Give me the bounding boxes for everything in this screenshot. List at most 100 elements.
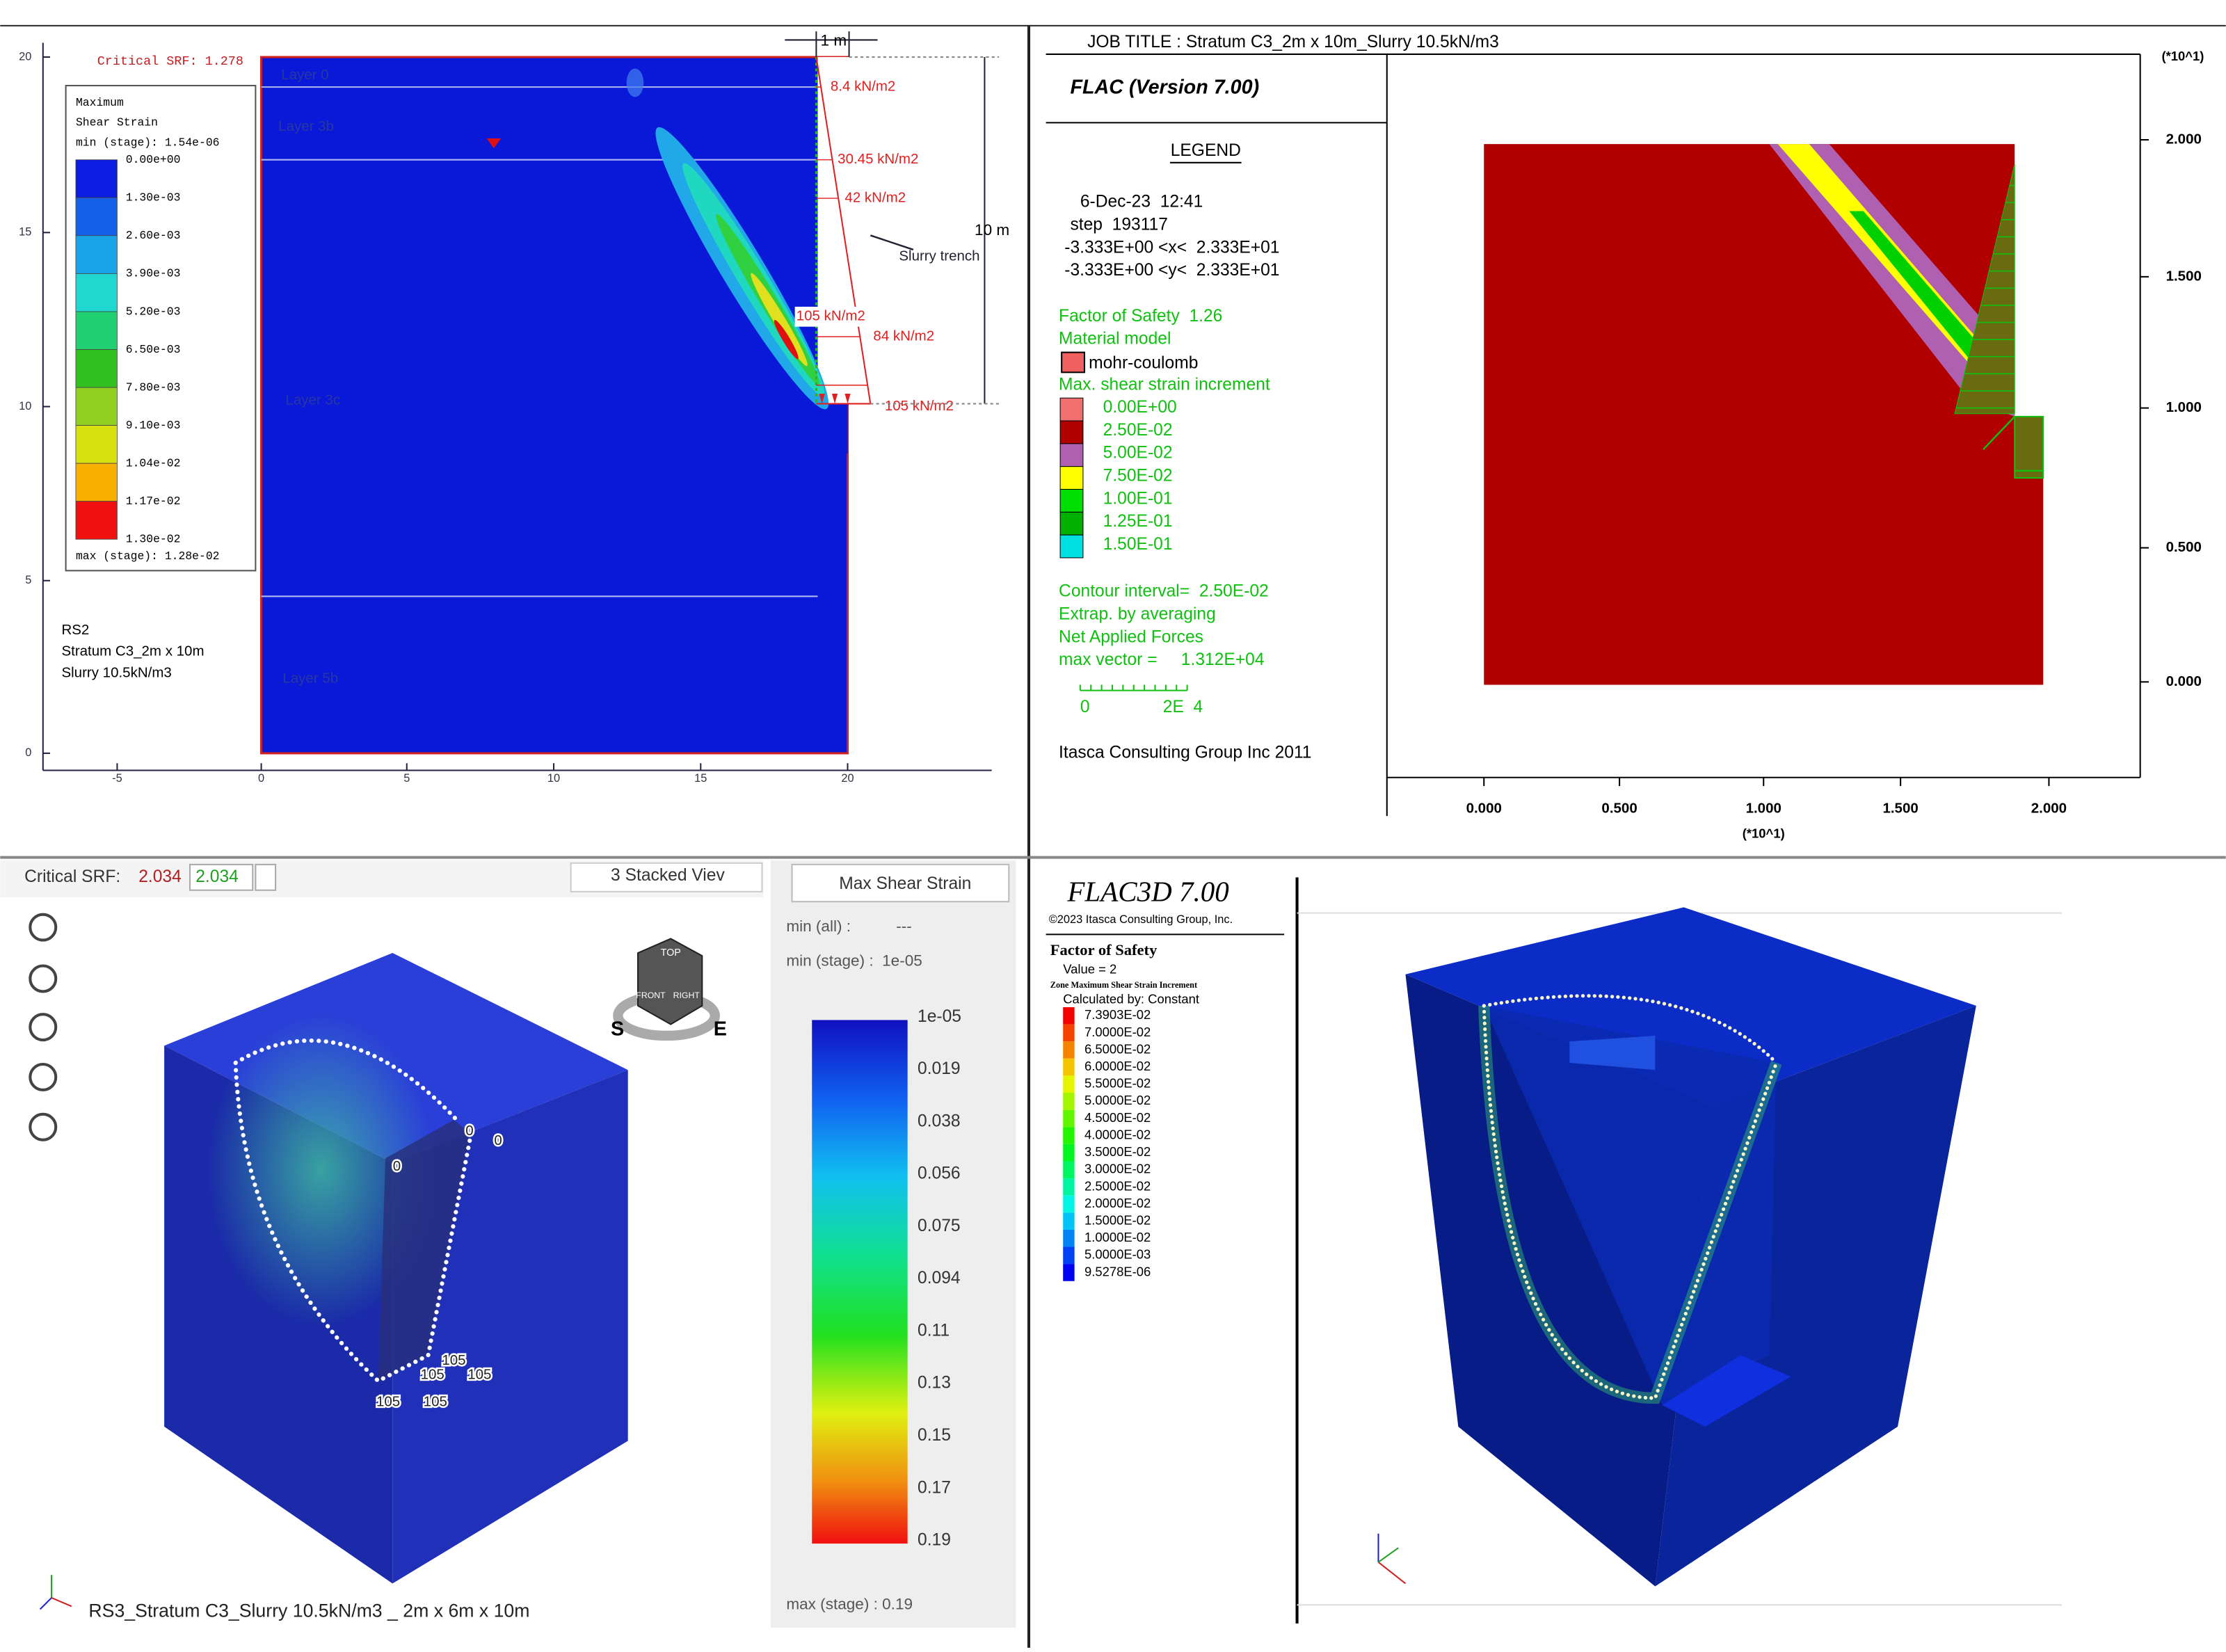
y-tick-label: 1.000 [2166,399,2202,415]
legend-level: 0.15 [918,1426,951,1445]
load-label: 84 kN/m2 [873,328,934,344]
y-tick-label: 2.000 [2166,131,2202,147]
color-bar [812,1020,908,1544]
load-label: 42 kN/m2 [844,190,906,206]
view-cube-face: RIGHT [673,991,700,1000]
load-label: 105 kN/m2 [885,398,954,414]
legend-level: 7.0000E-02 [1084,1025,1151,1039]
legend-level: 3.90e-03 [126,267,181,280]
legend-level: 1.30e-03 [126,191,181,205]
legend-swatch [1063,1229,1075,1247]
legend-level: 0.00e+00 [126,153,181,166]
srf-value: 2.034 [138,867,182,886]
legend-note: Net Applied Forces [1059,627,1203,646]
shear-zone [1569,1035,1656,1070]
view-cube-face: FRONT [636,991,666,1000]
legend-swatch [75,235,118,274]
legend-max: max (stage): 1.28e-02 [76,550,220,563]
x-tick-label: 5 [403,772,410,785]
legend-swatch [1059,420,1084,444]
plot-value: Value = 2 [1063,962,1116,977]
legend-swatch [1059,488,1084,513]
point-label: 0 [494,1132,502,1148]
legend-level: 7.3903E-02 [1084,1007,1151,1022]
legend-swatch [1063,1212,1075,1230]
legend-swatch [75,387,118,426]
legend-swatch [1063,1127,1075,1144]
dropdown-button[interactable] [255,863,277,891]
legend-level: 5.00E-02 [1103,444,1173,463]
pan-tool[interactable] [29,1013,58,1042]
rotate-tool[interactable] [29,1062,58,1091]
run-info: step 193117 [1070,216,1167,234]
y-tick-label: 0.500 [2166,539,2202,555]
legend-swatch [1063,1195,1075,1213]
callout-arrow [870,234,914,251]
legend-level: 9.5278E-06 [1084,1264,1151,1278]
legend-swatch [75,349,118,388]
legend-title: Shear Strain [76,116,158,129]
view-cube-face: TOP [661,947,681,959]
legend-heading: Max. shear strain increment [1059,375,1270,394]
legend-level: 7.50E-02 [1103,467,1173,486]
legend-note: Extrap. by averaging [1059,604,1216,623]
load-arrow [819,394,825,404]
legend-heading: Material model [1059,330,1171,348]
legend-swatch [75,273,118,312]
legend-level: 1e-05 [918,1007,961,1026]
zoom-window-tool[interactable] [29,913,58,942]
point-label: 105 [442,1352,465,1368]
legend-level: 6.0000E-02 [1084,1059,1151,1073]
triad [51,1597,72,1607]
failure-surface [233,1038,474,1384]
contour-selector[interactable] [791,863,1010,903]
legend-level: 0.19 [918,1531,951,1550]
legend-level: 0.00E+00 [1103,398,1177,417]
shear-zone [626,68,644,97]
legend-level: 0.019 [918,1059,961,1078]
caption: RS3_Stratum C3_Slurry 10.5kN/m3 _ 2m x 6… [88,1601,529,1621]
legend-swatch [1063,1264,1075,1281]
model-lower [817,403,848,454]
shear-band [1769,144,2015,417]
fit-tool[interactable] [29,1112,58,1141]
material-name: mohr-coulomb [1089,353,1198,372]
legend-swatch [1063,1093,1075,1110]
force-vector [1983,416,2016,450]
x-tick-label: -5 [112,772,122,785]
srf-value: 2.034 [195,867,239,886]
legend-level: 0.056 [918,1164,961,1183]
load-label: 30.45 kN/m2 [838,151,918,167]
zoom-tool[interactable] [29,964,58,993]
title: FLAC3D 7.00 [1066,875,1228,907]
legend-level: 1.50E-01 [1103,535,1173,554]
x-tick-label: 0.000 [1466,800,1502,816]
legend-level: 4.0000E-02 [1084,1127,1151,1141]
compass-letter: E [714,1018,727,1040]
legend-swatch [1063,1109,1075,1128]
calc: Calculated by: Constant [1063,992,1199,1007]
legend-min: min (stage) : 1e-05 [786,952,922,969]
legend-level: 0.094 [918,1269,961,1288]
legend-swatch [1063,1161,1075,1179]
callout-label: Slurry trench [899,248,979,264]
legend-level: 1.30e-02 [126,533,181,546]
axis-multiplier: (*10^1) [2161,49,2204,63]
x-tick-label: 20 [841,772,854,785]
legend-level: 2.0000E-02 [1084,1196,1151,1210]
legend-note: max vector = 1.312E+04 [1059,650,1264,669]
legend-heading: LEGEND [1171,141,1241,160]
trench-bottom [1662,1355,1791,1427]
legend-level: 5.20e-03 [126,305,181,318]
layer-label: Layer 5b [282,671,338,687]
view-button[interactable] [570,862,763,892]
wall-pressure [1954,163,2015,415]
water-table-marker [486,138,502,149]
plot-heading: Factor of Safety [1050,941,1158,959]
y-tick-label: 1.500 [2166,268,2202,284]
dimension-label: 1 m [821,31,847,49]
legend-title: Maximum [76,96,124,109]
legend-min: min (stage): 1.54e-06 [76,136,220,149]
